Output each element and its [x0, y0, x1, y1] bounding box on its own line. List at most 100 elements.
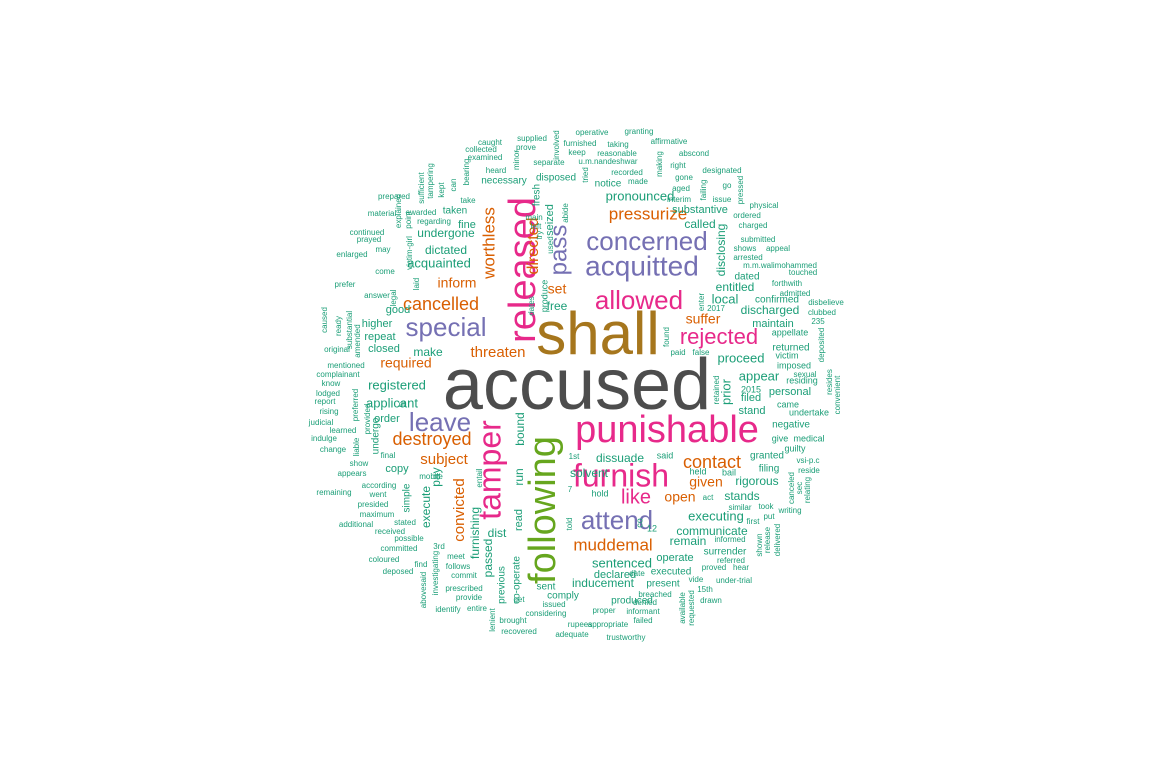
word-entire: entire — [467, 604, 488, 613]
word-heard: heard — [486, 166, 506, 175]
word-order: order — [374, 413, 400, 425]
word-convicted: convicted — [451, 478, 468, 541]
word-1st: 1st — [569, 452, 580, 461]
word-provided: provided — [363, 404, 372, 435]
word-execute: execute — [419, 486, 433, 528]
word-complainant: complainant — [316, 370, 360, 379]
word-sexual: sexual — [793, 370, 816, 379]
word-substantive: substantive — [672, 204, 728, 216]
word-dt: dt — [399, 400, 406, 409]
word-legal: legal — [389, 289, 398, 306]
word-committed: committed — [381, 544, 418, 553]
word-inducement: inducement — [572, 576, 635, 590]
word-trustworthy: trustworthy — [606, 633, 645, 642]
word-fresh: fresh — [532, 184, 543, 206]
word-rejected: rejected — [680, 324, 758, 349]
word-convenient: convenient — [833, 375, 842, 414]
word-returned: returned — [772, 343, 809, 354]
word-charged: charged — [739, 221, 768, 230]
word-enter: enter — [697, 293, 706, 312]
word-went: went — [369, 490, 388, 499]
word-enlarged: enlarged — [336, 250, 367, 259]
word-subject: subject — [420, 451, 468, 468]
word-false: false — [693, 348, 710, 357]
word-2017: 2017 — [707, 304, 725, 313]
word-higher: higher — [362, 318, 393, 330]
word-muddemal: muddemal — [573, 535, 652, 554]
word-discharged: discharged — [741, 303, 800, 317]
word-indulge: indulge — [311, 434, 337, 443]
word-release: release — [763, 526, 772, 553]
word-right: right — [670, 161, 686, 170]
word-supplied: supplied — [517, 134, 547, 143]
word-came: came — [777, 399, 799, 409]
word-first: first — [747, 517, 761, 526]
word-identify: identify — [435, 605, 460, 614]
word-co: co — [634, 518, 644, 528]
word-disclosing: disclosing — [714, 224, 728, 277]
word-executing: executing — [688, 508, 744, 523]
word-seized: seized — [544, 204, 556, 236]
word-open: open — [664, 489, 695, 505]
word-stated: stated — [394, 518, 416, 527]
word-undergo: undergo — [371, 417, 382, 454]
word-failed: failed — [633, 616, 652, 625]
word-prove: prove — [516, 143, 537, 152]
word-operate: operate — [656, 552, 693, 564]
word-may: may — [375, 245, 390, 254]
word-like: like — [621, 486, 651, 508]
word-writing: writing — [777, 506, 801, 515]
word-coloured: coloured — [369, 555, 400, 564]
word-dist: dist — [488, 526, 507, 540]
word-reasonable: reasonable — [597, 149, 637, 158]
word-brought: brought — [499, 616, 527, 625]
word-submitted: submitted — [741, 235, 776, 244]
word-local: local — [712, 291, 739, 306]
word-produced: produced — [611, 596, 653, 607]
word-admitted: admitted — [780, 289, 811, 298]
word-gone: gone — [675, 173, 693, 182]
word-free: free — [547, 299, 568, 313]
word-took: took — [758, 502, 774, 511]
word-said: said — [657, 450, 674, 460]
word-comply: comply — [547, 591, 579, 602]
word-necessary: necessary — [481, 176, 527, 187]
word-according: according — [362, 481, 397, 490]
word-granted: granted — [750, 451, 784, 462]
word-failing: failing — [699, 180, 708, 201]
word-good: good — [386, 304, 410, 316]
word-sent: sent — [537, 582, 556, 593]
word-bail: bail — [722, 467, 736, 477]
word-find: find — [415, 560, 428, 569]
word-touched: touched — [789, 268, 817, 277]
word-12: 12 — [647, 523, 657, 533]
word-worthless: worthless — [479, 207, 498, 280]
word-cancelled: cancelled — [403, 294, 479, 314]
word-shown: shown — [755, 533, 764, 556]
word-received: received — [375, 527, 405, 536]
word-awarded: awarded — [406, 208, 437, 217]
word-pressed: pressed — [736, 176, 745, 204]
word-destroyed: destroyed — [392, 429, 471, 449]
word-informant: informant — [626, 607, 660, 616]
word-suffer: suffer — [686, 311, 721, 327]
word-prayed: prayed — [357, 235, 381, 244]
word-kept: kept — [437, 182, 446, 198]
word-tried: tried — [581, 167, 590, 183]
word-go: go — [723, 181, 732, 190]
word-tamper: tamper — [471, 420, 507, 520]
word-appears: appears — [338, 469, 367, 478]
word-proper: proper — [592, 606, 615, 615]
word-previous: previous — [497, 566, 508, 604]
word-take: take — [460, 196, 476, 205]
word-applicant: applicant — [366, 395, 418, 410]
word-3rd: 3rd — [433, 542, 445, 551]
word-run: run — [512, 468, 526, 485]
word-rising: rising — [319, 407, 338, 416]
word-found: found — [662, 327, 671, 347]
word-15th: 15th — [697, 585, 713, 594]
word-shows: shows — [734, 244, 757, 253]
word-try: try — [535, 231, 544, 240]
word-following: following — [522, 436, 564, 584]
